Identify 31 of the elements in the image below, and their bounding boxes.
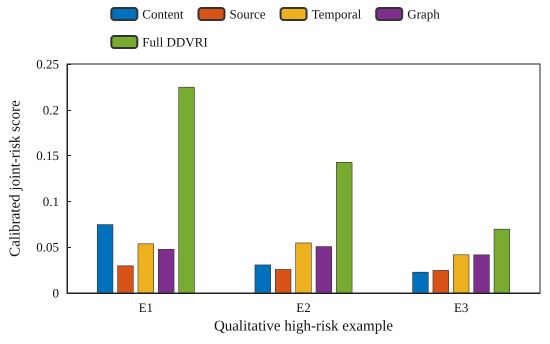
y-tick-label: 0.05: [36, 240, 59, 255]
bar: [117, 266, 134, 293]
legend-label: Full DDVRI: [142, 34, 208, 50]
x-tick-label: E1: [138, 300, 154, 315]
bar: [494, 228, 510, 293]
bar: [432, 270, 449, 293]
bar: [158, 249, 174, 293]
x-tick-label: E2: [296, 300, 311, 315]
bar: [274, 269, 292, 293]
bar: [453, 254, 470, 293]
legend-label: Temporal: [312, 6, 362, 22]
bar: [178, 86, 195, 293]
y-tick-label: 0.1: [42, 194, 59, 209]
y-tick-label: 0.15: [36, 148, 59, 164]
bar: [96, 224, 114, 293]
bar: [138, 244, 154, 293]
x-axis-title: Qualitative high-risk example: [214, 318, 394, 334]
bar: [412, 272, 429, 293]
bar: [473, 254, 490, 293]
y-axis-title: Calibrated joint-risk score: [8, 100, 24, 257]
legend-label: Content: [142, 6, 184, 22]
y-tick-label: 0.2: [42, 102, 59, 118]
x-tick-label: E3: [454, 300, 468, 315]
legend-label: Source: [229, 6, 266, 22]
bar: [316, 246, 332, 293]
bar: [254, 264, 271, 293]
legend-label: Graph: [407, 6, 440, 22]
bar: [336, 162, 352, 293]
y-tick-label: 0: [52, 286, 59, 300]
y-tick-label: 0.25: [36, 56, 59, 72]
bar: [295, 242, 312, 293]
